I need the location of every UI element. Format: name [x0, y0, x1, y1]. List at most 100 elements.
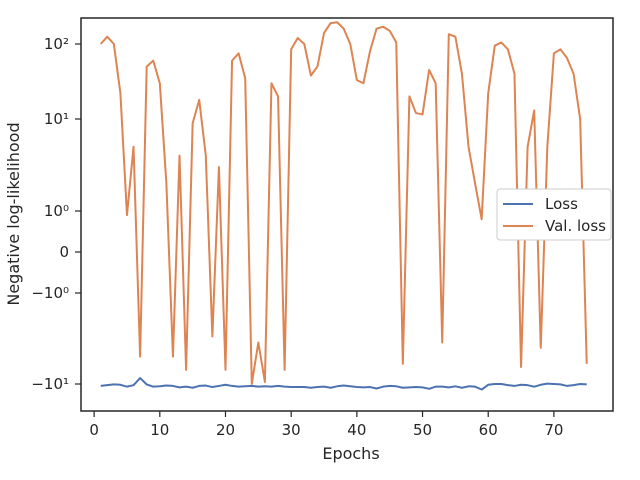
- data-point-loss: [559, 383, 561, 385]
- legend: Loss Val. loss: [496, 188, 612, 241]
- data-point-val-loss: [185, 369, 187, 371]
- data-point-val-loss: [165, 182, 167, 184]
- data-point-loss: [165, 385, 167, 387]
- data-point-val-loss: [376, 28, 378, 30]
- data-point-val-loss: [474, 182, 476, 184]
- data-point-loss: [454, 385, 456, 387]
- data-point-loss: [356, 386, 358, 388]
- data-point-val-loss: [389, 30, 391, 32]
- data-point-val-loss: [356, 79, 358, 81]
- data-point-val-loss: [428, 69, 430, 71]
- data-point-loss: [198, 385, 200, 387]
- data-point-val-loss: [468, 146, 470, 148]
- data-point-loss: [323, 386, 325, 388]
- data-point-loss: [494, 383, 496, 385]
- data-point-val-loss: [198, 99, 200, 101]
- data-point-loss: [408, 386, 410, 388]
- legend-label-loss: Loss: [545, 195, 578, 213]
- y-tick-label: 10²: [44, 35, 69, 53]
- y-tick-label: −10¹: [31, 375, 69, 393]
- data-point-loss: [251, 385, 253, 387]
- data-point-val-loss: [244, 77, 246, 79]
- data-point-loss: [369, 386, 371, 388]
- data-point-val-loss: [520, 366, 522, 368]
- data-point-val-loss: [179, 155, 181, 157]
- y-tick-label: −10⁰: [31, 284, 69, 302]
- data-point-val-loss: [205, 155, 207, 157]
- data-point-val-loss: [402, 363, 404, 365]
- data-point-val-loss: [159, 82, 161, 84]
- data-point-loss: [376, 387, 378, 389]
- data-point-loss: [553, 383, 555, 385]
- data-point-val-loss: [139, 356, 141, 358]
- data-point-val-loss: [192, 122, 194, 124]
- data-point-loss: [579, 383, 581, 385]
- x-tick-label: 70: [544, 421, 563, 439]
- data-point-val-loss: [454, 36, 456, 38]
- data-point-loss: [422, 386, 424, 388]
- data-point-val-loss: [586, 363, 588, 365]
- data-point-loss: [507, 384, 509, 386]
- data-point-val-loss: [441, 342, 443, 344]
- data-point-loss: [402, 387, 404, 389]
- data-point-loss: [185, 386, 187, 388]
- data-point-val-loss: [290, 48, 292, 50]
- data-point-loss: [100, 385, 102, 387]
- data-point-loss: [441, 386, 443, 388]
- data-point-val-loss: [527, 146, 529, 148]
- data-point-val-loss: [546, 146, 548, 148]
- x-tick-label: 10: [150, 421, 169, 439]
- data-point-loss: [415, 386, 417, 388]
- y-tick-label: 0: [59, 243, 69, 261]
- data-point-loss: [520, 384, 522, 386]
- data-point-loss: [211, 386, 213, 388]
- data-point-val-loss: [218, 166, 220, 168]
- data-point-val-loss: [113, 43, 115, 45]
- data-point-val-loss: [579, 118, 581, 120]
- data-point-loss: [126, 386, 128, 388]
- data-point-loss: [244, 385, 246, 387]
- data-point-val-loss: [533, 109, 535, 111]
- data-point-loss: [448, 386, 450, 388]
- x-tick-label: 30: [282, 421, 301, 439]
- data-point-val-loss: [133, 146, 135, 148]
- data-point-loss: [146, 383, 148, 385]
- data-point-val-loss: [369, 50, 371, 52]
- data-point-loss: [152, 386, 154, 388]
- data-point-loss: [264, 385, 266, 387]
- data-point-loss: [428, 388, 430, 390]
- data-point-val-loss: [500, 41, 502, 43]
- data-point-val-loss: [224, 369, 226, 371]
- series-line-val-loss: [99, 21, 588, 385]
- data-point-val-loss: [257, 342, 259, 344]
- data-point-loss: [389, 385, 391, 387]
- data-point-loss: [546, 383, 548, 385]
- data-point-loss: [310, 387, 312, 389]
- data-point-loss: [468, 385, 470, 387]
- data-point-loss: [382, 386, 384, 388]
- data-point-loss: [573, 384, 575, 386]
- data-point-loss: [119, 384, 121, 386]
- data-point-loss: [113, 383, 115, 385]
- data-point-val-loss: [211, 335, 213, 337]
- data-point-loss: [336, 385, 338, 387]
- x-tick-label: 0: [89, 421, 99, 439]
- data-point-val-loss: [553, 52, 555, 54]
- data-point-loss: [362, 386, 364, 388]
- data-point-val-loss: [119, 92, 121, 94]
- data-point-val-loss: [461, 73, 463, 75]
- data-point-val-loss: [172, 356, 174, 358]
- data-point-val-loss: [566, 57, 568, 59]
- series-layer: [99, 21, 588, 391]
- x-tick-label: 60: [479, 421, 498, 439]
- legend-box: [496, 188, 612, 241]
- data-point-val-loss: [382, 26, 384, 28]
- data-point-val-loss: [507, 48, 509, 50]
- y-tick-label: 10⁰: [44, 202, 69, 220]
- data-point-loss: [474, 386, 476, 388]
- data-point-loss: [218, 385, 220, 387]
- data-point-val-loss: [415, 112, 417, 114]
- data-point-loss: [139, 377, 141, 379]
- data-point-loss: [172, 385, 174, 387]
